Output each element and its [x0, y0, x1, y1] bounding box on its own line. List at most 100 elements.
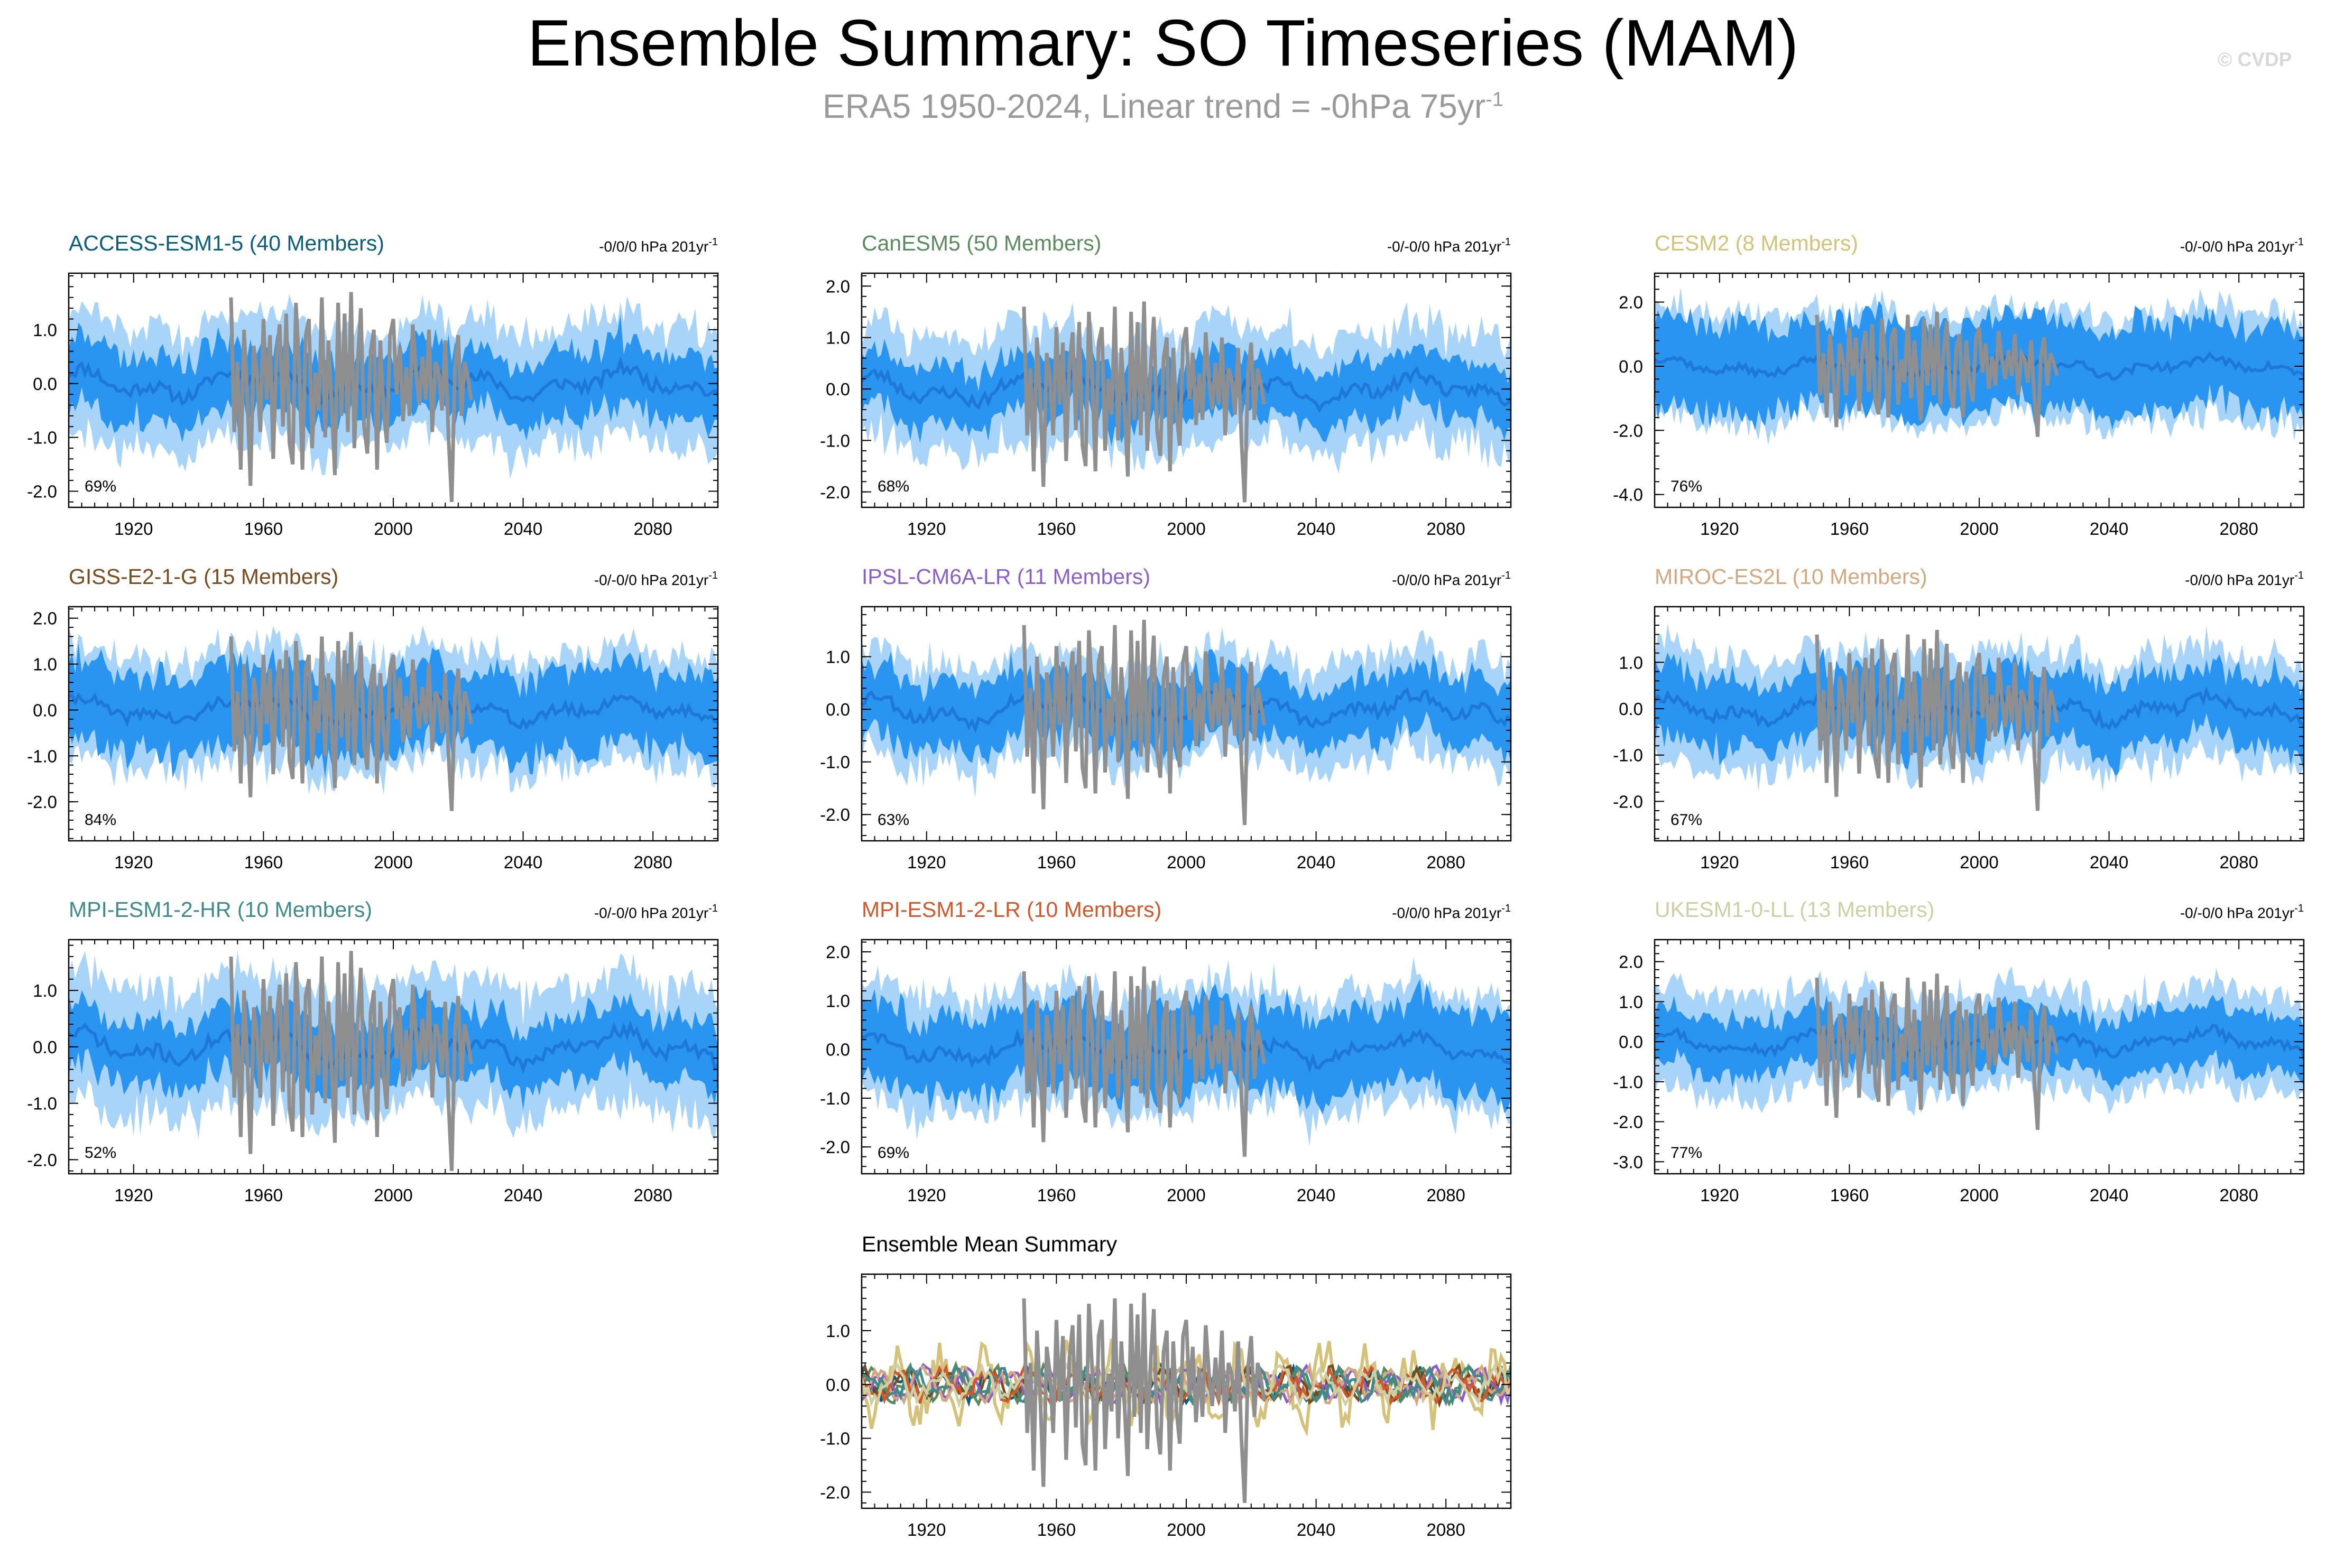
- x-tick-label: 1920: [1700, 519, 1739, 539]
- trend-label: -0/0/0 hPa 201yr-1: [2185, 570, 2304, 588]
- x-tick-label: 1920: [114, 519, 153, 539]
- trend-exponent: -1: [2294, 903, 2304, 914]
- observations-line: [1022, 966, 1266, 1157]
- x-tick-label: 2040: [504, 1185, 542, 1205]
- x-tick-label: 2000: [374, 519, 412, 539]
- x-tick-label: 2000: [1960, 1185, 1998, 1205]
- plot-area: [862, 957, 1511, 1157]
- y-tick-label: 0.0: [826, 1040, 850, 1060]
- x-tick-label: 2080: [633, 519, 672, 539]
- ensemble-mean-line: [1655, 1022, 2304, 1059]
- observations-line: [1022, 1293, 1266, 1503]
- trend-text: -0/0/0 hPa 201yr: [2185, 572, 2294, 588]
- trend-text: -0/0/0 hPa 201yr: [1392, 905, 1501, 921]
- x-tick-label: 2080: [1426, 1185, 1465, 1205]
- x-tick-label: 2040: [1297, 1520, 1335, 1539]
- y-tick-label: -1.0: [27, 746, 57, 766]
- x-tick-label: 2040: [1297, 852, 1335, 872]
- x-tick-label: 1960: [1037, 852, 1076, 872]
- ensemble-mean-line: [1655, 686, 2304, 731]
- y-tick-label: -1.0: [27, 428, 57, 448]
- panel-title: UKESM1-0-LL (13 Members): [1655, 897, 1934, 922]
- trend-exponent: -1: [708, 903, 718, 914]
- y-tick-label: 0.0: [826, 1375, 850, 1395]
- y-tick-label: 1.0: [826, 991, 850, 1010]
- panel-6: 1920 1960 2000 2040 2080 1.0 0.0 -1.0 -2.0 MIROC-…: [1613, 564, 2305, 872]
- y-tick-label: -2.0: [1613, 792, 1643, 811]
- observations-line: [1815, 973, 2059, 1130]
- y-tick-label: 0.0: [33, 374, 57, 394]
- y-tick-label: -1.0: [1613, 1072, 1643, 1092]
- ensemble-mean-line: [862, 1027, 1511, 1073]
- trend-exponent: -1: [1501, 570, 1511, 581]
- x-tick-label: 2080: [2219, 852, 2258, 872]
- panel-title: MPI-ESM1-2-HR (10 Members): [69, 897, 372, 922]
- y-tick-label: -2.0: [820, 1482, 850, 1502]
- trend-exponent: -1: [1501, 236, 1511, 248]
- ensemble-mean-line: [69, 1020, 718, 1074]
- copyright-label: © CVDP: [2218, 49, 2292, 70]
- plot-area: [69, 292, 718, 502]
- panel-5: 1920 1960 2000 2040 2080 1.0 0.0 -1.0 -2.0 IPSL-C…: [820, 564, 1512, 872]
- subtitle-text: ERA5 1950-2024, Linear trend = -0hPa 75y…: [823, 87, 1486, 125]
- y-tick-label: 2.0: [1619, 293, 1643, 312]
- y-tick-label: 2.0: [826, 942, 850, 962]
- panel-2: 1920 1960 2000 2040 2080 2.0 1.0 0.0 -1.0 -2.0 Can…: [820, 231, 1512, 539]
- y-tick-label: 0.0: [1619, 357, 1643, 376]
- trend-label: -0/0/0 hPa 201yr-1: [599, 236, 718, 255]
- ensemble-mean-line: [69, 355, 718, 407]
- plot-area: [1655, 287, 2304, 446]
- y-tick-label: -2.0: [1613, 1112, 1643, 1132]
- x-tick-label: 1960: [244, 1185, 283, 1205]
- percent-label: 84%: [85, 811, 116, 829]
- ensemble-mean-line: [862, 687, 1511, 734]
- y-tick-label: -2.0: [27, 792, 57, 812]
- ensemble-mean-line: [862, 366, 1511, 413]
- trend-text: -0/-0/0 hPa 201yr: [1387, 238, 1501, 255]
- observations-line: [1022, 301, 1266, 503]
- panel-title: CanESM5 (50 Members): [862, 231, 1101, 255]
- plot-area: [862, 301, 1511, 503]
- percent-label: 76%: [1670, 478, 1702, 495]
- panel-3: 1920 1960 2000 2040 2080 2.0 0.0 -2.0 -4.0 CESM2 …: [1613, 231, 2305, 539]
- trend-text: -0/-0/0 hPa 201yr: [594, 905, 708, 921]
- x-tick-label: 1920: [907, 519, 946, 539]
- x-tick-label: 2040: [2090, 852, 2128, 872]
- x-tick-label: 1960: [244, 519, 283, 539]
- trend-exponent: -1: [2294, 570, 2304, 581]
- x-tick-label: 2040: [504, 852, 542, 872]
- percent-label: 69%: [85, 478, 116, 495]
- x-tick-label: 1960: [244, 852, 283, 872]
- x-tick-label: 1960: [1830, 519, 1869, 539]
- y-tick-label: 0.0: [1619, 699, 1643, 719]
- ensemble-mean-line: [69, 692, 718, 731]
- y-tick-label: -2.0: [27, 1150, 57, 1170]
- x-tick-label: 2080: [1426, 1520, 1465, 1539]
- x-tick-label: 1920: [1700, 1185, 1739, 1205]
- plot-area: [1655, 966, 2304, 1130]
- y-tick-label: 1.0: [1619, 653, 1643, 672]
- y-tick-label: -1.0: [820, 753, 850, 772]
- y-tick-label: 0.0: [33, 1037, 57, 1057]
- x-tick-label: 2040: [1297, 1185, 1335, 1205]
- panel-title: ACCESS-ESM1-5 (40 Members): [69, 231, 384, 255]
- percent-label: 67%: [1670, 811, 1702, 829]
- y-tick-label: -3.0: [1613, 1152, 1643, 1172]
- y-tick-label: 2.0: [33, 609, 57, 628]
- ensemble-mean-line: [1655, 351, 2304, 381]
- y-tick-label: -2.0: [820, 483, 850, 502]
- trend-label: -0/-0/0 hPa 201yr-1: [594, 570, 718, 588]
- trend-exponent: -1: [708, 570, 718, 581]
- observations-line: [229, 951, 473, 1171]
- y-tick-label: 1.0: [33, 320, 57, 340]
- y-tick-label: -2.0: [820, 805, 850, 824]
- y-tick-label: -1.0: [1613, 746, 1643, 765]
- page-subtitle: ERA5 1950-2024, Linear trend = -0hPa 75y…: [0, 87, 2326, 126]
- panel-title: IPSL-CM6A-LR (11 Members): [862, 564, 1150, 589]
- y-tick-label: -2.0: [27, 481, 57, 501]
- trend-exponent: -1: [2294, 236, 2304, 248]
- x-tick-label: 2040: [2090, 1185, 2128, 1205]
- x-tick-label: 1920: [114, 852, 153, 872]
- x-tick-label: 2080: [1426, 852, 1465, 872]
